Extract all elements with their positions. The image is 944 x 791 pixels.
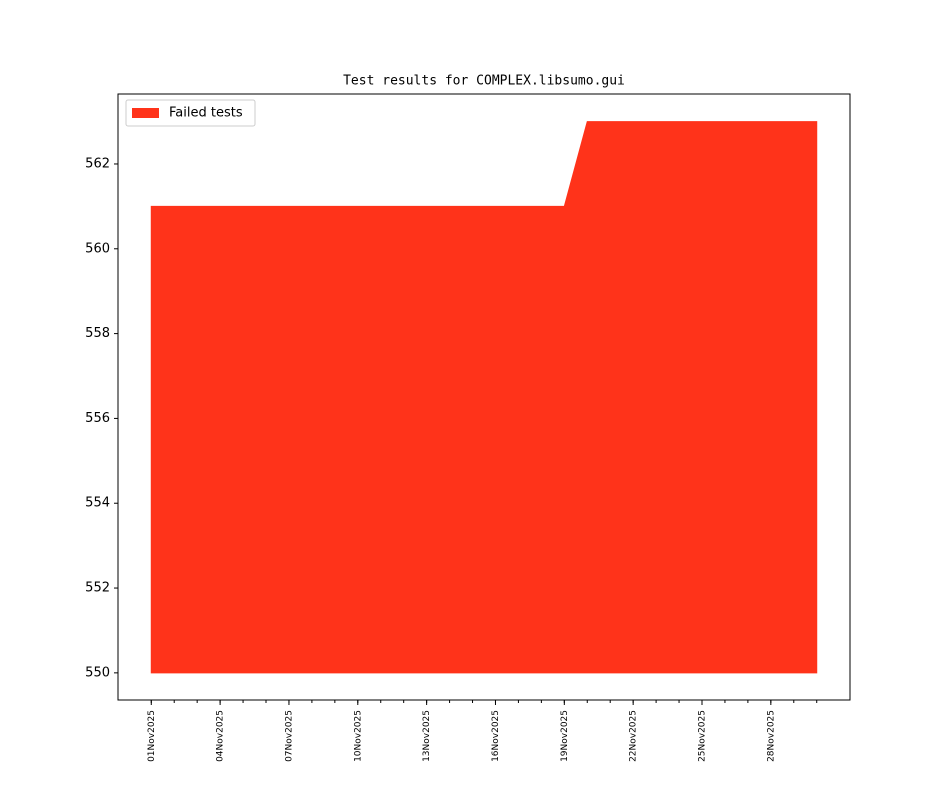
x-tick-label: 28Nov2025 bbox=[766, 710, 776, 762]
x-tick-label: 22Nov2025 bbox=[629, 710, 639, 762]
plot-frame bbox=[117, 93, 851, 701]
y-tick-label: 560 bbox=[85, 241, 110, 256]
legend-box bbox=[125, 99, 256, 127]
area bbox=[150, 121, 818, 674]
x-tick-label: 19Nov2025 bbox=[560, 710, 570, 762]
y-tick-label: 552 bbox=[85, 581, 110, 596]
y-tick-label: 550 bbox=[85, 665, 110, 680]
y-tick-label: 554 bbox=[85, 496, 110, 511]
y-tick-label: 556 bbox=[85, 411, 110, 426]
x-tick-label: 25Nov2025 bbox=[697, 710, 707, 762]
chart-title: Test results for COMPLEX.libsumo.gui bbox=[343, 74, 625, 89]
y-tick-label: 558 bbox=[85, 326, 110, 341]
x-tick-label: 07Nov2025 bbox=[284, 710, 294, 762]
x-tick-label: 04Nov2025 bbox=[216, 710, 226, 762]
legend-swatch bbox=[132, 108, 159, 118]
x-tick-label: 10Nov2025 bbox=[353, 710, 363, 762]
x-tick-label: 01Nov2025 bbox=[147, 710, 157, 762]
legend: Failed tests bbox=[125, 99, 256, 127]
x-tick-label: 13Nov2025 bbox=[422, 710, 432, 762]
x-tick-label: 16Nov2025 bbox=[491, 710, 501, 762]
y-tick-label: 562 bbox=[85, 156, 110, 171]
legend-label: Failed tests bbox=[169, 106, 243, 121]
